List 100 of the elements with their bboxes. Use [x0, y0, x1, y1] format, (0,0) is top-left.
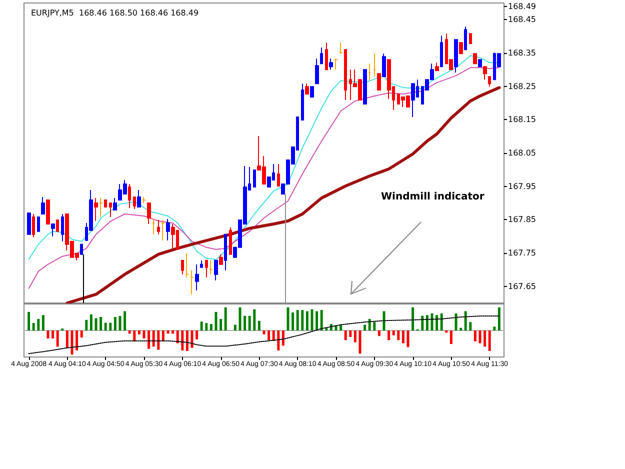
- bar: [186, 330, 188, 351]
- bar: [277, 330, 280, 350]
- candlestick: [454, 39, 458, 74]
- candlestick: [315, 58, 319, 84]
- candlestick: [171, 224, 175, 249]
- bar: [80, 330, 83, 338]
- bar: [282, 330, 284, 346]
- bar: [244, 316, 246, 330]
- bar: [190, 330, 194, 348]
- candlestick: [137, 190, 141, 208]
- bar: [406, 330, 410, 348]
- candlestick: [224, 234, 227, 271]
- candlestick: [195, 264, 199, 291]
- bar: [354, 330, 356, 342]
- bar: [382, 311, 386, 330]
- bar: [157, 330, 160, 350]
- bar: [32, 323, 35, 330]
- bar: [100, 317, 102, 330]
- bar: [138, 330, 140, 334]
- candlestick: [214, 260, 218, 281]
- bar: [373, 322, 376, 330]
- bar: [488, 330, 491, 351]
- bar: [344, 330, 347, 340]
- bar: [493, 326, 496, 330]
- candlestick: [41, 196, 45, 214]
- candlestick: [301, 83, 304, 120]
- candlestick: [113, 198, 117, 210]
- y-tick-label: 168.49: [508, 2, 536, 11]
- bar: [426, 315, 428, 330]
- bar: [142, 330, 146, 338]
- bar: [392, 330, 395, 336]
- bar: [450, 330, 452, 344]
- bar: [358, 330, 362, 354]
- bar: [85, 320, 88, 330]
- bar: [128, 330, 131, 334]
- bar: [440, 313, 443, 330]
- line-series: [28, 67, 500, 289]
- candlestick: [46, 200, 50, 224]
- bar: [272, 330, 275, 341]
- bar: [498, 307, 500, 330]
- candlestick: [478, 59, 482, 68]
- candlestick: [219, 254, 223, 265]
- candlestick: [411, 83, 415, 118]
- candlestick: [161, 220, 165, 241]
- candlestick: [469, 33, 472, 44]
- candlestick: [185, 252, 189, 278]
- bar: [133, 330, 136, 342]
- bar: [421, 316, 424, 330]
- bar: [286, 307, 290, 330]
- bar: [268, 330, 270, 340]
- candlestick: [377, 73, 381, 90]
- candlestick: [229, 226, 232, 255]
- candlestick: [464, 26, 467, 50]
- candlestick: [344, 49, 347, 100]
- candlestick: [329, 58, 333, 70]
- y-tick-label: 167.65: [508, 282, 536, 291]
- bar: [484, 330, 486, 347]
- candlestick: [157, 220, 160, 235]
- bar: [469, 322, 472, 330]
- bar: [90, 314, 92, 330]
- candlestick: [488, 76, 491, 88]
- bar: [205, 323, 208, 330]
- bar: [109, 322, 112, 330]
- bar: [200, 322, 203, 330]
- candlestick: [99, 198, 103, 218]
- y-tick-label: 167.75: [508, 248, 536, 258]
- bar: [316, 311, 318, 330]
- bar: [325, 328, 328, 330]
- candlestick: [310, 86, 314, 98]
- bar: [162, 330, 164, 342]
- candlestick: [51, 224, 55, 237]
- bar: [181, 330, 184, 350]
- bar: [166, 330, 170, 334]
- bar: [258, 320, 260, 330]
- bar: [176, 330, 179, 344]
- candlestick: [253, 170, 256, 188]
- bar: [320, 310, 323, 330]
- candlestick: [166, 218, 170, 241]
- candlestick: [440, 35, 443, 68]
- bar: [70, 330, 74, 355]
- bar: [306, 311, 308, 330]
- candlestick: [277, 164, 280, 186]
- candlestick: [104, 200, 107, 208]
- bar: [172, 330, 174, 334]
- candlestick: [109, 202, 112, 218]
- candlestick: [190, 270, 194, 295]
- bar: [196, 330, 198, 340]
- bar: [37, 318, 40, 330]
- bar: [114, 317, 116, 330]
- candlestick: [483, 66, 487, 80]
- text: EURJPY,M5 168.46 168.50 168.46 168.49: [31, 8, 199, 18]
- candlestick: [205, 260, 208, 278]
- bar: [454, 313, 458, 330]
- bar: [66, 330, 68, 348]
- candlestick: [61, 214, 64, 242]
- bar: [397, 330, 400, 340]
- bar: [214, 312, 218, 330]
- bar: [104, 322, 107, 330]
- candlestick: [363, 69, 367, 104]
- bar: [310, 309, 314, 330]
